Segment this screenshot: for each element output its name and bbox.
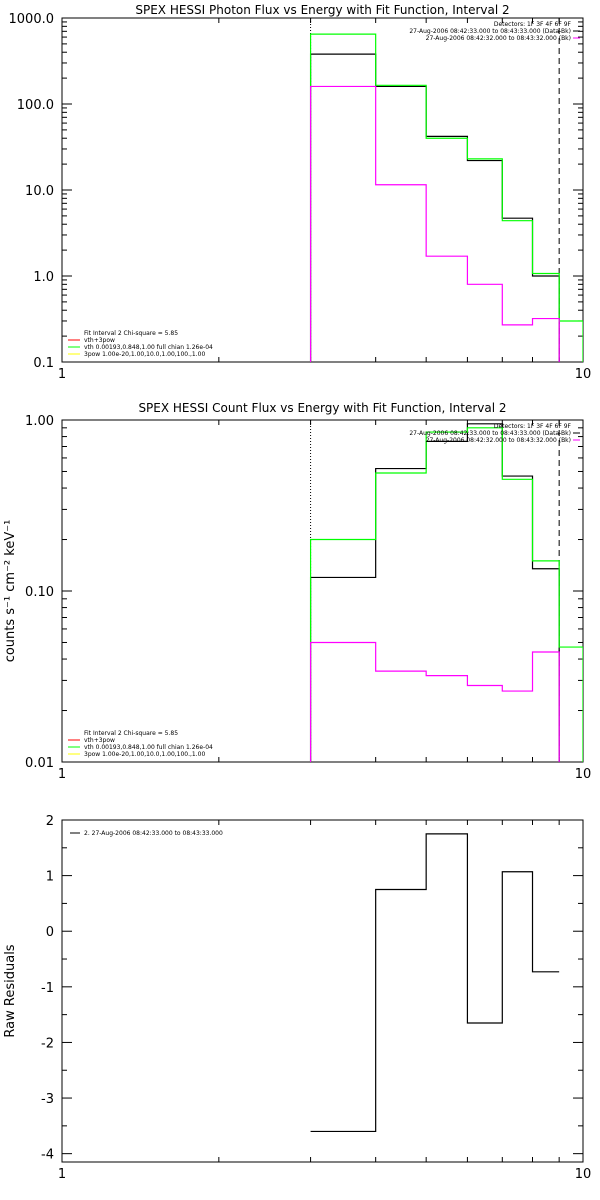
y-tick-label: 1000.0: [9, 12, 55, 27]
y-tick-label: 1.00: [25, 414, 54, 429]
y-tick-label: 10.0: [25, 184, 54, 199]
series-magenta-histogram: [309, 641, 560, 762]
chart-panel-3: 1 10 -4 -3 -2 -1 0 1 2 Raw Residuals 2. 27-Aug-200…: [3, 814, 591, 1182]
x-tick-label: 1: [58, 767, 66, 782]
chart-panel-2: SPEX HESSI Count Flux vs Energy with Fit…: [3, 401, 591, 782]
plot-data: [310, 833, 560, 1133]
y-axis-label: Raw Residuals: [3, 944, 18, 1037]
series-magenta-histogram: [309, 85, 560, 362]
legend-bottom-left-text: vth+3pow: [84, 737, 115, 744]
legend-bottom-left-text: Fit Interval 2 Chi-square = 5.85: [84, 330, 178, 337]
chart-title: SPEX HESSI Photon Flux vs Energy with Fi…: [135, 3, 509, 17]
legend-bottom-left-text: vth 0.00193,0.848,1.00 full chian 1.26e-…: [84, 344, 213, 351]
y-tick-label: -3: [41, 1092, 54, 1107]
x-tick-label: 1: [58, 1167, 66, 1182]
x-tick-label: 10: [575, 1167, 592, 1182]
legend-bottom-left-text: Fit Interval 2 Chi-square = 5.85: [84, 730, 178, 737]
legend-top-right-text: 27-Aug-2006 08:42:32.000 to 08:43:32.000…: [426, 437, 571, 444]
legend-bottom-left-text: 3pow 1.00e-20,1.00,10.0,1.00,100.,1.00: [84, 351, 205, 358]
y-axis-label: counts s⁻¹ cm⁻² keV⁻¹: [3, 520, 18, 663]
x-tick-label: 10: [575, 367, 592, 382]
legend-top-right-text: 27-Aug-2006 08:42:33.000 to 08:43:33.000…: [409, 28, 571, 35]
y-tick-label: -4: [41, 1148, 54, 1163]
chart-title: SPEX HESSI Count Flux vs Energy with Fit…: [138, 401, 506, 415]
plot-frame: [61, 819, 584, 1163]
legend-top-left-text: 2. 27-Aug-2006 08:42:33.000 to 08:43:33.…: [84, 830, 223, 837]
plot-frame: [61, 17, 584, 363]
plot-data: [309, 420, 583, 762]
legend-top-right-text: 27-Aug-2006 08:42:32.000 to 08:43:32.000…: [426, 35, 571, 42]
chart-panel-1: SPEX HESSI Photon Flux vs Energy with Fi…: [9, 3, 592, 382]
x-tick-label: 1: [58, 367, 66, 382]
series-black-histogram: [310, 833, 560, 1133]
y-tick-label: 1.0: [33, 270, 54, 285]
y-tick-label: 100.0: [17, 98, 54, 113]
y-tick-label: 0.1: [33, 356, 54, 371]
y-tick-label: -2: [41, 1036, 54, 1051]
legend-top-right-text: 27-Aug-2006 08:42:33.000 to 08:43:33.000…: [409, 430, 571, 437]
y-tick-label: 0.10: [25, 585, 54, 600]
y-tick-label: 2: [46, 814, 54, 829]
y-tick-label: 0: [46, 925, 54, 940]
y-tick-label: 0.01: [25, 756, 54, 771]
series-black-histogram: [309, 53, 560, 362]
legend-bottom-left-text: vth+3pow: [84, 337, 115, 344]
legend-bottom-left-text: vth 0.00193,0.848,1.00 full chian 1.26e-…: [84, 744, 213, 751]
x-tick-label: 10: [575, 767, 592, 782]
legend-bottom-left-text: 3pow 1.00e-20,1.00,10.0,1.00,100.,1.00: [84, 751, 205, 758]
series-black-histogram: [309, 423, 560, 762]
plot-frame: [61, 419, 584, 763]
plot-data: [309, 18, 583, 362]
series-green-histogram: [309, 427, 583, 762]
legend-top-right-text: Detectors: 1F 3F 4F 6F 9F: [494, 21, 572, 28]
legend-top-right-text: Detectors: 1F 3F 4F 6F 9F: [494, 423, 572, 430]
series-green-histogram: [309, 33, 583, 362]
y-tick-label: -1: [41, 981, 54, 996]
y-tick-label: 1: [46, 870, 54, 885]
